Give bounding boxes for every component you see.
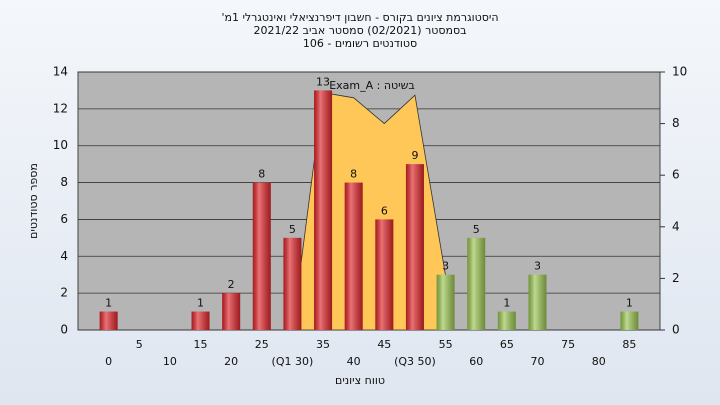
- chart-title: היסטוגרמת ציונים בקורס - חשבון דיפרנציאל…: [221, 11, 498, 24]
- y-axis-label: מספר סטודנטים: [27, 163, 40, 239]
- bar-shine: [375, 219, 394, 330]
- annotation: בשיטה : Exam_A: [329, 79, 415, 92]
- value-label: 2: [228, 278, 235, 291]
- x-tick-label: 10: [163, 355, 177, 368]
- bar-shine: [497, 311, 516, 330]
- chart-subtitle: סטודנטים רשומים - 106: [303, 37, 417, 50]
- bar-shine: [528, 274, 547, 330]
- y-tick-label: 12: [53, 101, 68, 115]
- x-tick-label: 65: [500, 338, 514, 351]
- x-tick-label: 45: [377, 338, 391, 351]
- value-label: 1: [503, 297, 510, 310]
- x-tick-label: 25: [255, 338, 269, 351]
- x-tick-label: 0: [105, 355, 112, 368]
- x-tick-label: 70: [530, 355, 544, 368]
- x-tick-label: 60: [469, 355, 483, 368]
- value-label: 8: [350, 168, 357, 181]
- value-label: 5: [289, 223, 296, 236]
- value-label: 3: [534, 260, 541, 273]
- bar-shine: [222, 293, 241, 330]
- y-tick-label: 6: [60, 212, 68, 226]
- x-tick-label: (Q1 30): [272, 355, 314, 368]
- chart-subtitle: בסמסטר (02/2021) סמסטר אביב 2021/22: [253, 24, 466, 37]
- value-label: 13: [316, 75, 330, 88]
- value-label: 9: [411, 149, 418, 162]
- y-tick-label: 8: [60, 175, 68, 189]
- y2-tick-label: 4: [672, 219, 680, 233]
- x-tick-label: 15: [194, 338, 208, 351]
- bar-shine: [436, 274, 455, 330]
- value-label: 1: [105, 297, 112, 310]
- x-tick-label: 75: [561, 338, 575, 351]
- value-label: 6: [381, 204, 388, 217]
- x-tick-label: 20: [224, 355, 238, 368]
- bar-shine: [314, 90, 333, 330]
- bar-shine: [252, 182, 271, 330]
- bar-shine: [405, 164, 424, 330]
- bar-shine: [467, 237, 486, 330]
- y2-tick-label: 6: [672, 168, 680, 182]
- y2-tick-label: 2: [672, 271, 680, 285]
- y2-tick-label: 0: [672, 323, 680, 337]
- y-tick-label: 4: [60, 249, 68, 263]
- x-axis-label: טווח ציונים: [335, 374, 385, 387]
- bar-shine: [99, 311, 118, 330]
- value-label: 8: [258, 168, 265, 181]
- x-tick-label: 5: [136, 338, 143, 351]
- bar-shine: [283, 237, 302, 330]
- bar-shine: [344, 182, 363, 330]
- value-label: 3: [442, 260, 449, 273]
- y-tick-label: 0: [60, 323, 68, 337]
- y-tick-label: 14: [53, 65, 68, 79]
- bar-shine: [191, 311, 210, 330]
- value-label: 1: [197, 297, 204, 310]
- x-tick-label: 80: [592, 355, 606, 368]
- y-tick-label: 10: [53, 138, 68, 152]
- y2-tick-label: 10: [672, 65, 687, 79]
- bar-shine: [620, 311, 639, 330]
- x-tick-label: 40: [347, 355, 361, 368]
- x-tick-label: 55: [439, 338, 453, 351]
- value-label: 1: [626, 297, 633, 310]
- y-tick-label: 2: [60, 286, 68, 300]
- value-label: 5: [473, 223, 480, 236]
- y2-tick-label: 8: [672, 116, 680, 130]
- x-tick-label: (Q3 50): [394, 355, 436, 368]
- x-tick-label: 85: [622, 338, 636, 351]
- x-tick-label: 35: [316, 338, 330, 351]
